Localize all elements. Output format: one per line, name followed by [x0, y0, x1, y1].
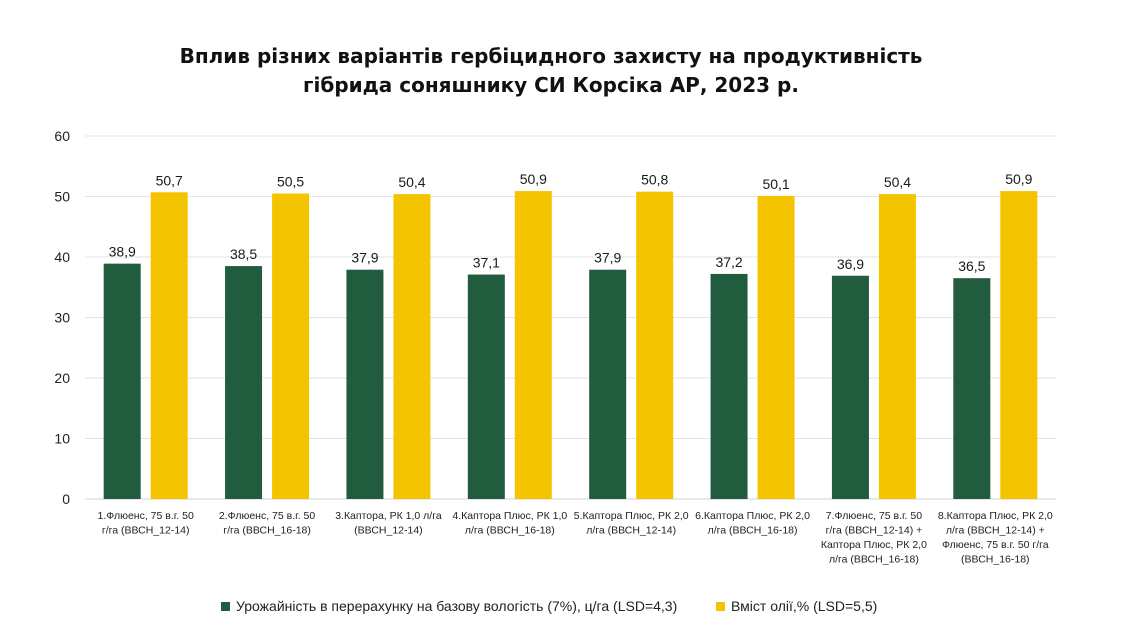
data-label-yield-8: 36,5	[958, 258, 985, 274]
legend-swatch-oil	[716, 601, 725, 611]
bar-oil-8	[1000, 191, 1038, 499]
y-tick-label: 20	[54, 370, 70, 386]
chart-title: Вплив різних варіантів гербіцидного захи…	[0, 42, 1102, 100]
x-tick-label-6: 6.Каптора Плюс, РК 2,0 л/га (ВВСН_16-18)	[695, 510, 810, 537]
data-label-yield-4: 37,1	[473, 255, 500, 271]
data-label-oil-4: 50,9	[520, 171, 547, 187]
data-label-yield-2: 38,5	[230, 246, 257, 262]
data-label-yield-7: 36,9	[837, 256, 864, 272]
x-tick-label-8: 8.Каптора Плюс, РК 2,0 л/га (ВВСН_12-14) …	[938, 510, 1053, 566]
bar-yield-3	[346, 269, 384, 499]
bar-yield-8	[953, 278, 991, 499]
bar-yield-4	[467, 274, 505, 499]
x-tick-label-5: 5.Каптора Плюс, РК 2,0 л/га (ВВСН_12-14)	[574, 510, 689, 537]
legend-item-oil: Вміст олії,% (LSD=5,5)	[716, 598, 877, 614]
data-label-oil-2: 50,5	[277, 173, 304, 189]
data-label-yield-1: 38,9	[109, 244, 136, 260]
bar-oil-1	[150, 192, 188, 499]
data-label-oil-1: 50,7	[156, 172, 183, 188]
bar-oil-3	[393, 194, 431, 499]
y-tick-label: 50	[54, 189, 70, 205]
x-tick-label-4: 4.Каптора Плюс, РК 1,0 л/га (ВВСН_16-18)	[452, 510, 567, 537]
bar-yield-2	[225, 266, 263, 499]
data-label-yield-3: 37,9	[351, 250, 378, 266]
chart-title-line-2: гібрида соняшнику СИ Корсіка АР, 2023 р.	[303, 73, 799, 97]
legend-item-yield: Урожайність в перерахунку на базову воло…	[221, 598, 677, 614]
bar-oil-7	[878, 194, 916, 499]
bar-yield-5	[589, 269, 627, 499]
bar-oil-6	[757, 195, 795, 499]
bar-yield-7	[831, 275, 869, 499]
y-tick-label: 60	[54, 128, 70, 144]
legend-swatch-yield	[221, 601, 230, 611]
chart-title-line-1: Вплив різних варіантів гербіцидного захи…	[179, 44, 923, 68]
data-label-yield-5: 37,9	[594, 250, 621, 266]
data-label-oil-8: 50,9	[1005, 171, 1032, 187]
bar-oil-5	[636, 191, 674, 499]
legend-label-yield: Урожайність в перерахунку на базову воло…	[236, 598, 678, 614]
y-tick-label: 40	[54, 249, 70, 265]
x-tick-label-7: 7.Флюенс, 75 в.г. 50 г/га (ВВСН_12-14) + К…	[821, 510, 927, 566]
data-label-oil-5: 50,8	[641, 172, 668, 188]
bar-yield-6	[710, 273, 748, 499]
y-tick-label: 0	[62, 491, 70, 507]
x-tick-label-1: 1.Флюенс, 75 в.г. 50 г/га (ВВСН_12-14)	[98, 510, 194, 537]
y-tick-label: 10	[54, 431, 70, 447]
legend-label-oil: Вміст олії,% (LSD=5,5)	[731, 598, 878, 614]
bar-oil-4	[514, 191, 552, 499]
x-tick-label-2: 2.Флюенс, 75 в.г. 50 г/га (ВВСН_16-18)	[219, 510, 315, 537]
legend: Урожайність в перерахунку на базову воло…	[0, 598, 1132, 618]
bar-oil-2	[272, 193, 310, 499]
y-tick-label: 30	[54, 310, 70, 326]
data-label-oil-6: 50,1	[762, 176, 789, 192]
data-label-oil-3: 50,4	[398, 174, 425, 190]
x-tick-label-3: 3.Каптора, РК 1,0 л/га (ВВСН_12-14)	[335, 510, 442, 537]
data-label-yield-6: 37,2	[715, 254, 742, 270]
bar-yield-1	[103, 263, 141, 499]
data-label-oil-7: 50,4	[884, 174, 911, 190]
